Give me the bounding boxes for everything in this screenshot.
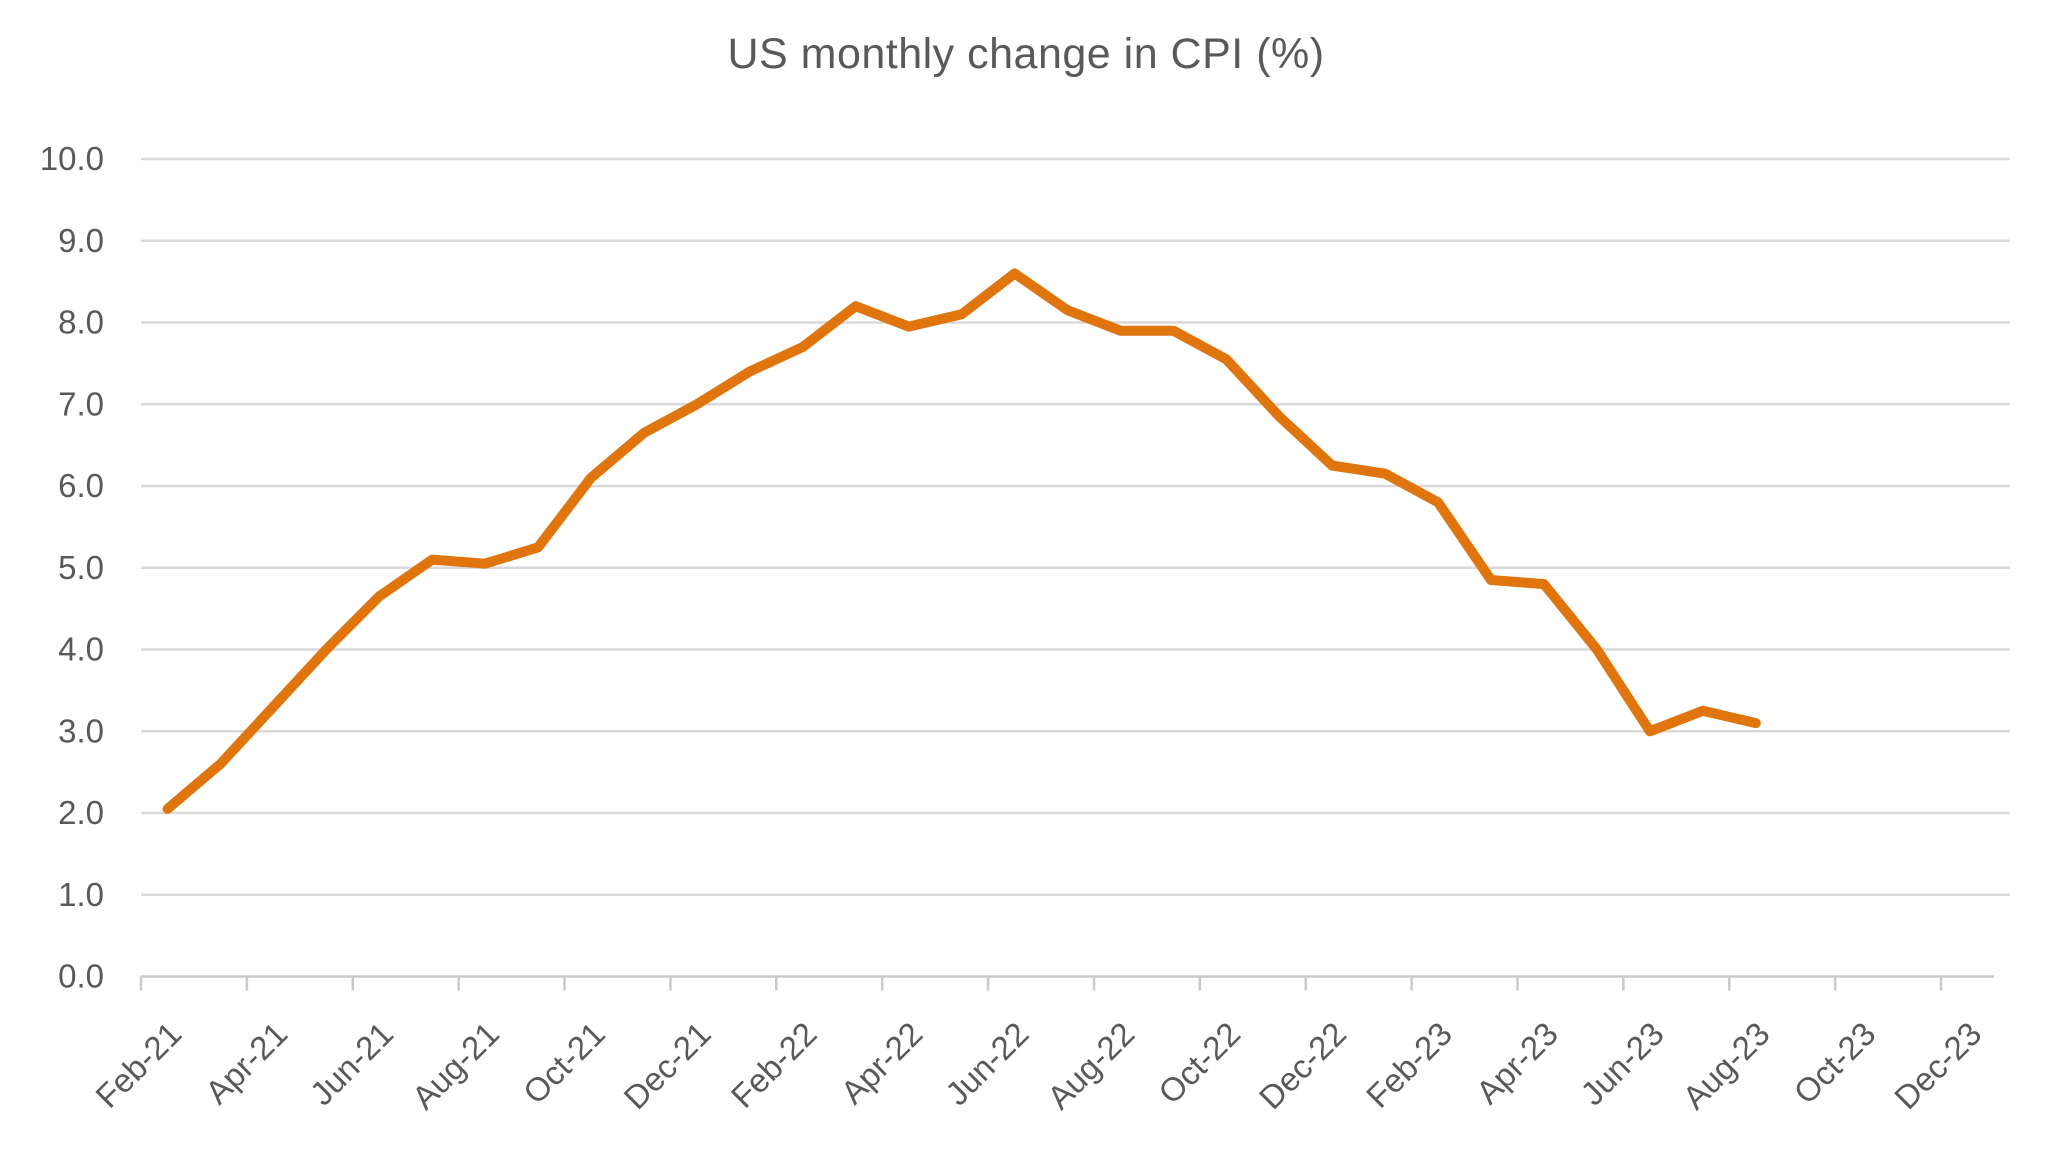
x-axis-tick-label: Apr-21 [198, 1015, 294, 1111]
x-axis-tick-label: Dec-22 [1252, 1015, 1353, 1116]
y-axis-tick-label: 3.0 [58, 712, 104, 749]
x-axis-tick-label: Apr-23 [1469, 1015, 1565, 1111]
x-axis-tick-label: Jun-21 [303, 1015, 401, 1113]
x-axis-tick-label: Apr-22 [833, 1015, 929, 1111]
x-axis-tick-label: Dec-23 [1887, 1015, 1988, 1116]
y-axis-tick-label: 6.0 [58, 467, 104, 504]
y-axis-tick-label: 8.0 [58, 304, 104, 341]
chart-title: US monthly change in CPI (%) [727, 30, 1325, 78]
x-axis-tick-label: Feb-22 [724, 1015, 824, 1115]
x-axis-tick-label: Jun-22 [938, 1015, 1036, 1113]
x-axis-tick-label: Dec-21 [616, 1015, 717, 1116]
y-axis-tick-label: 0.0 [58, 958, 104, 995]
x-axis-tick-label: Aug-23 [1675, 1015, 1776, 1116]
x-axis-tick-label: Aug-21 [405, 1015, 506, 1116]
x-axis-tick-label: Feb-23 [1359, 1015, 1459, 1115]
y-axis-tick-label: 9.0 [58, 222, 104, 259]
y-axis-tick-label: 4.0 [58, 631, 104, 668]
y-axis-tick-label: 7.0 [58, 385, 104, 422]
y-axis-tick-label: 2.0 [58, 794, 104, 831]
cpi-series-line [162, 268, 1761, 814]
x-axis-tick-label: Oct-21 [516, 1015, 612, 1111]
y-axis-tick-label: 10.0 [40, 140, 104, 177]
y-axis-tick-label: 5.0 [58, 549, 104, 586]
x-axis-tick-label: Aug-22 [1040, 1015, 1141, 1116]
x-axis-tick-label: Oct-23 [1786, 1015, 1882, 1111]
x-axis-tick-label: Feb-21 [88, 1015, 188, 1115]
y-axis-tick-label: 1.0 [58, 876, 104, 913]
x-axis-tick-label: Jun-23 [1573, 1015, 1671, 1113]
x-axis-tick-label: Oct-22 [1151, 1015, 1247, 1111]
